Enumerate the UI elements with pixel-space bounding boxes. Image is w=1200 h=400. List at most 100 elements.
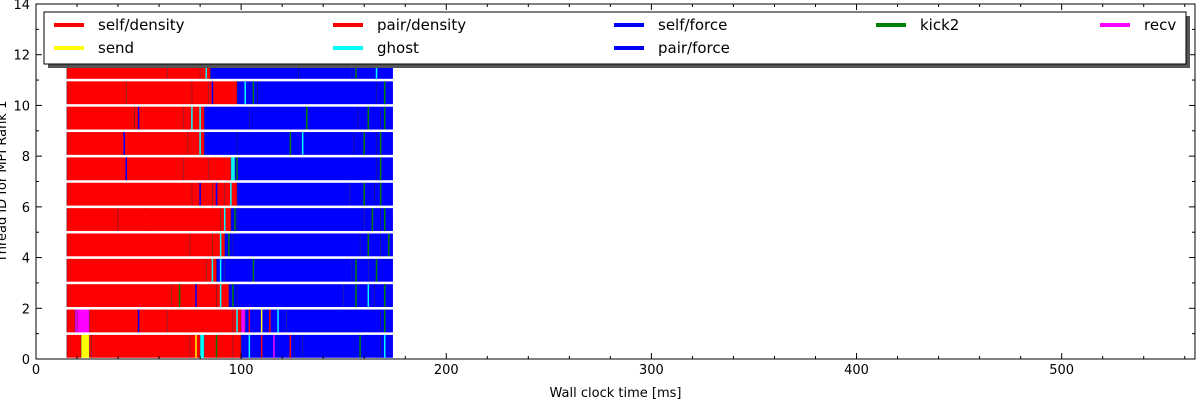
task-segment: [220, 208, 231, 231]
y-tick-label: 6: [22, 201, 30, 216]
segment-edge: [230, 157, 232, 181]
task-segment: [353, 132, 377, 155]
task-segment: [286, 309, 381, 333]
segment-edge: [224, 182, 226, 206]
task-segment: [380, 233, 393, 257]
task-segment: [66, 309, 75, 333]
x-tick-label: 500: [1049, 363, 1074, 378]
x-tick-label: 100: [229, 363, 254, 378]
task-segment: [360, 334, 381, 358]
segment-edge: [170, 284, 172, 308]
task-segment: [124, 132, 188, 155]
segment-edge: [76, 309, 78, 333]
task-marker: [383, 309, 386, 333]
task-segment: [126, 81, 192, 105]
task-segment: [171, 284, 217, 308]
task-marker: [219, 284, 222, 308]
segment-edge: [220, 208, 222, 231]
task-segment: [376, 157, 393, 181]
segment-edge: [80, 334, 82, 358]
segment-edge: [88, 309, 90, 333]
segment-edge: [66, 334, 68, 358]
task-marker: [223, 208, 226, 231]
task-segment: [208, 157, 231, 181]
task-marker: [289, 132, 292, 155]
task-segment: [66, 208, 119, 231]
task-marker: [301, 132, 304, 155]
x-tick-label: 400: [844, 363, 869, 378]
task-segment: [66, 233, 190, 257]
thread-row: [66, 106, 393, 130]
task-segment: [118, 208, 145, 231]
task-marker: [367, 106, 370, 130]
segment-edge: [166, 309, 168, 333]
task-marker: [125, 157, 128, 181]
segment-edge: [224, 233, 226, 257]
task-segment: [167, 309, 233, 333]
task-marker: [215, 334, 218, 358]
task-marker: [195, 284, 197, 308]
task-segment: [349, 182, 375, 206]
thread-row: [66, 284, 393, 308]
task-segment: [241, 309, 246, 333]
segment-edge: [203, 106, 205, 130]
legend: self/density pair/density self/force kick2 r…: [43, 11, 1190, 68]
task-segment: [66, 81, 127, 105]
task-marker: [234, 208, 236, 231]
task-segment: [91, 334, 190, 358]
segment-edge: [359, 233, 361, 257]
task-marker: [244, 81, 246, 105]
task-marker: [359, 334, 361, 358]
task-segment: [374, 284, 393, 308]
segment-edge: [236, 132, 238, 155]
task-marker: [219, 258, 222, 282]
task-marker: [248, 334, 251, 358]
task-marker: [289, 334, 292, 358]
task-marker: [273, 334, 275, 358]
y-axis-label: Thread ID for MPI Rank 1: [0, 101, 10, 263]
legend-label: self/force: [658, 16, 727, 34]
segment-edge: [189, 334, 191, 358]
task-segment: [66, 182, 192, 206]
segment-edge: [349, 182, 351, 206]
segment-edge: [125, 81, 127, 105]
segment-edge: [212, 182, 213, 206]
task-segment: [204, 334, 233, 358]
task-marker: [379, 157, 382, 181]
task-segment: [66, 258, 207, 282]
segment-edge: [66, 81, 68, 105]
segment-edge: [205, 258, 207, 282]
segment-edge: [294, 334, 295, 358]
task-marker: [383, 284, 386, 308]
task-marker: [379, 132, 382, 155]
task-segment: [241, 334, 295, 358]
task-segment: [74, 309, 78, 333]
y-tick-label: 14: [13, 0, 30, 13]
task-segment: [237, 284, 344, 308]
task-marker: [248, 309, 251, 333]
x-tick-label: 0: [32, 363, 40, 378]
task-segment: [351, 258, 369, 282]
segment-edge: [66, 106, 68, 130]
thread-row: [66, 132, 393, 155]
segment-edge: [187, 132, 189, 155]
task-segment: [81, 334, 90, 358]
segment-edge: [74, 309, 76, 333]
segment-edge: [224, 258, 226, 282]
segment-edge: [236, 284, 238, 308]
segment-edge: [380, 106, 382, 130]
task-segment: [138, 309, 168, 333]
legend-label: kick2: [920, 16, 959, 34]
segment-edge: [212, 233, 213, 257]
x-tick-label: 200: [434, 363, 459, 378]
task-marker: [383, 81, 386, 105]
legend-label: pair/force: [658, 39, 730, 57]
x-axis-label: Wall clock time [ms]: [550, 386, 682, 400]
task-segment: [204, 106, 250, 130]
segment-edge: [199, 334, 201, 358]
task-segment: [237, 81, 258, 105]
segment-edge: [248, 106, 250, 130]
y-tick-label: 0: [22, 353, 30, 368]
task-segment: [245, 309, 287, 333]
segment-edge: [257, 81, 258, 105]
